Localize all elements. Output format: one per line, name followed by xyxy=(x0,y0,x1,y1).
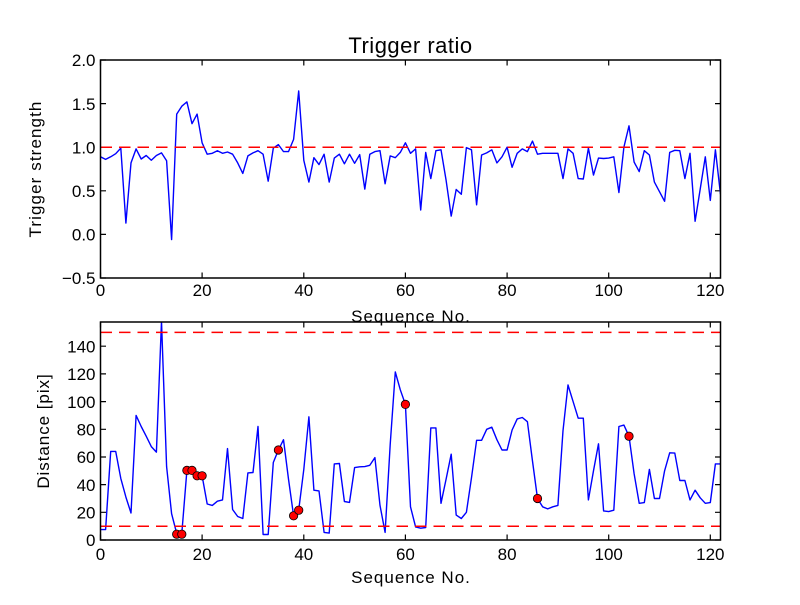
svg-text:2.0: 2.0 xyxy=(72,51,96,70)
svg-text:20: 20 xyxy=(193,281,212,300)
svg-text:−0.5: −0.5 xyxy=(62,269,96,288)
svg-text:1.0: 1.0 xyxy=(72,138,96,157)
svg-text:80: 80 xyxy=(77,421,96,440)
svg-text:80: 80 xyxy=(498,545,517,564)
svg-text:20: 20 xyxy=(77,504,96,523)
svg-text:40: 40 xyxy=(294,281,313,300)
svg-text:120: 120 xyxy=(696,281,724,300)
svg-text:20: 20 xyxy=(193,545,212,564)
svg-text:60: 60 xyxy=(396,545,415,564)
svg-text:40: 40 xyxy=(77,476,96,495)
svg-text:0.0: 0.0 xyxy=(72,226,96,245)
svg-text:Sequence No.: Sequence No. xyxy=(351,568,471,587)
svg-text:1.5: 1.5 xyxy=(72,95,96,114)
svg-text:0: 0 xyxy=(86,531,95,550)
svg-text:Distance [pix]: Distance [pix] xyxy=(34,373,53,488)
svg-text:120: 120 xyxy=(696,545,724,564)
svg-text:0: 0 xyxy=(96,545,105,564)
svg-text:0.5: 0.5 xyxy=(72,182,96,201)
svg-text:120: 120 xyxy=(67,365,95,384)
svg-text:100: 100 xyxy=(67,393,95,412)
svg-text:0: 0 xyxy=(96,281,105,300)
svg-text:80: 80 xyxy=(498,281,517,300)
svg-text:Trigger ratio: Trigger ratio xyxy=(348,33,472,58)
svg-text:100: 100 xyxy=(595,545,623,564)
svg-text:60: 60 xyxy=(77,448,96,467)
svg-text:Trigger strength: Trigger strength xyxy=(26,101,45,238)
svg-text:Sequence No.: Sequence No. xyxy=(351,307,471,326)
svg-text:40: 40 xyxy=(294,545,313,564)
svg-text:60: 60 xyxy=(396,281,415,300)
svg-text:140: 140 xyxy=(67,337,95,356)
svg-text:100: 100 xyxy=(595,281,623,300)
